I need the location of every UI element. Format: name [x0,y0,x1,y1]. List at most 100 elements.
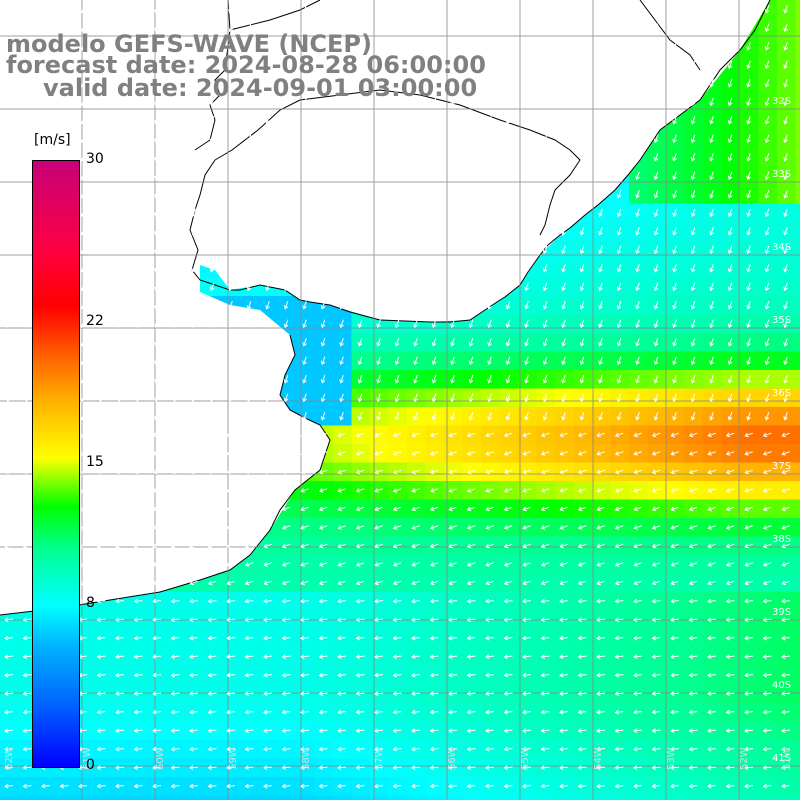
wind-arrow [265,171,270,181]
wind-arrow [22,654,32,660]
wind-arrow [376,393,381,403]
wind-arrow [707,562,716,567]
wind-arrow [561,338,566,347]
wind-arrow [577,598,587,604]
wind-cell [536,536,556,556]
wind-cell [777,203,797,223]
wind-cell [666,721,686,741]
wind-cell [592,777,612,797]
wind-arrow [191,301,196,310]
wind-cell [148,703,168,723]
wind-cell [703,499,723,519]
wind-arrow [651,654,661,660]
wind-cell [444,758,464,778]
wind-cell [462,351,482,371]
wind-cell [758,592,778,612]
wind-arrow [764,393,770,403]
wind-arrow [22,469,32,475]
wind-arrow [135,97,141,107]
longitude-label: 61W [82,747,93,770]
wind-cell [240,555,260,575]
wind-cell [555,407,575,427]
wind-cell [777,703,797,723]
wind-cell [629,259,649,279]
wind-arrow [98,23,104,33]
wind-cell [277,296,297,316]
wind-cell [666,277,686,297]
wind-arrow [596,635,606,641]
wind-arrow [320,79,326,88]
wind-arrow [98,208,104,218]
wind-cell [407,721,427,741]
wind-arrow [690,171,696,181]
wind-cell [795,555,800,575]
wind-cell [777,259,797,279]
wind-cell [610,629,630,649]
wind-arrow [339,412,344,421]
wind-arrow [172,134,178,144]
wind-arrow [725,783,735,789]
wind-arrow [725,506,735,512]
wind-cell [666,407,686,427]
wind-arrow [651,598,661,604]
wind-arrow [781,709,791,715]
wind-arrow [450,264,455,273]
wind-arrow [263,506,272,512]
wind-cell [758,74,778,94]
wind-arrow [540,654,550,660]
wind-cell [407,444,427,464]
wind-arrow [540,543,550,549]
wind-cell [795,37,800,57]
wind-arrow [154,208,159,218]
wind-arrow [376,134,381,144]
wind-arrow [522,469,531,475]
wind-arrow [783,301,788,310]
wind-arrow [524,264,529,273]
wind-arrow [744,525,753,530]
wind-arrow [540,765,550,771]
wind-cell [666,296,686,316]
wind-cell [129,740,149,760]
wind-cell [777,0,797,20]
wind-arrow [614,728,624,734]
wind-cell [758,333,778,353]
wind-arrow [6,23,11,33]
wind-arrow [672,116,677,125]
wind-arrow [746,42,751,51]
wind-cell [499,518,519,538]
wind-cell [740,166,760,186]
wind-cell [721,222,741,242]
wind-cell [240,629,260,649]
wind-arrow [505,60,511,70]
wind-arrow [302,5,307,14]
wind-cell [499,629,519,649]
wind-cell [277,666,297,686]
wind-cell [222,740,242,760]
wind-arrow [263,580,272,586]
wind-arrow [670,432,679,438]
wind-arrow [466,598,476,604]
wind-cell [573,592,593,612]
wind-cell [499,499,519,519]
wind-arrow [709,264,714,273]
wind-cell [721,499,741,519]
wind-cell [629,388,649,408]
wind-cell [666,629,686,649]
wind-arrow [189,469,198,475]
wind-arrow [394,116,400,125]
wind-cell [555,388,575,408]
wind-arrow [783,42,788,51]
wind-arrow [318,562,328,567]
wind-arrow [707,765,717,771]
wind-cell [499,370,519,390]
wind-arrow [228,5,233,14]
wind-cell [795,92,800,112]
wind-cell [758,37,778,57]
wind-cell [185,703,205,723]
wind-arrow [466,672,476,678]
wind-arrow [189,562,198,567]
wind-arrow [96,525,106,530]
wind-arrow [561,301,566,310]
wind-cell [684,407,704,427]
wind-cell [647,592,667,612]
